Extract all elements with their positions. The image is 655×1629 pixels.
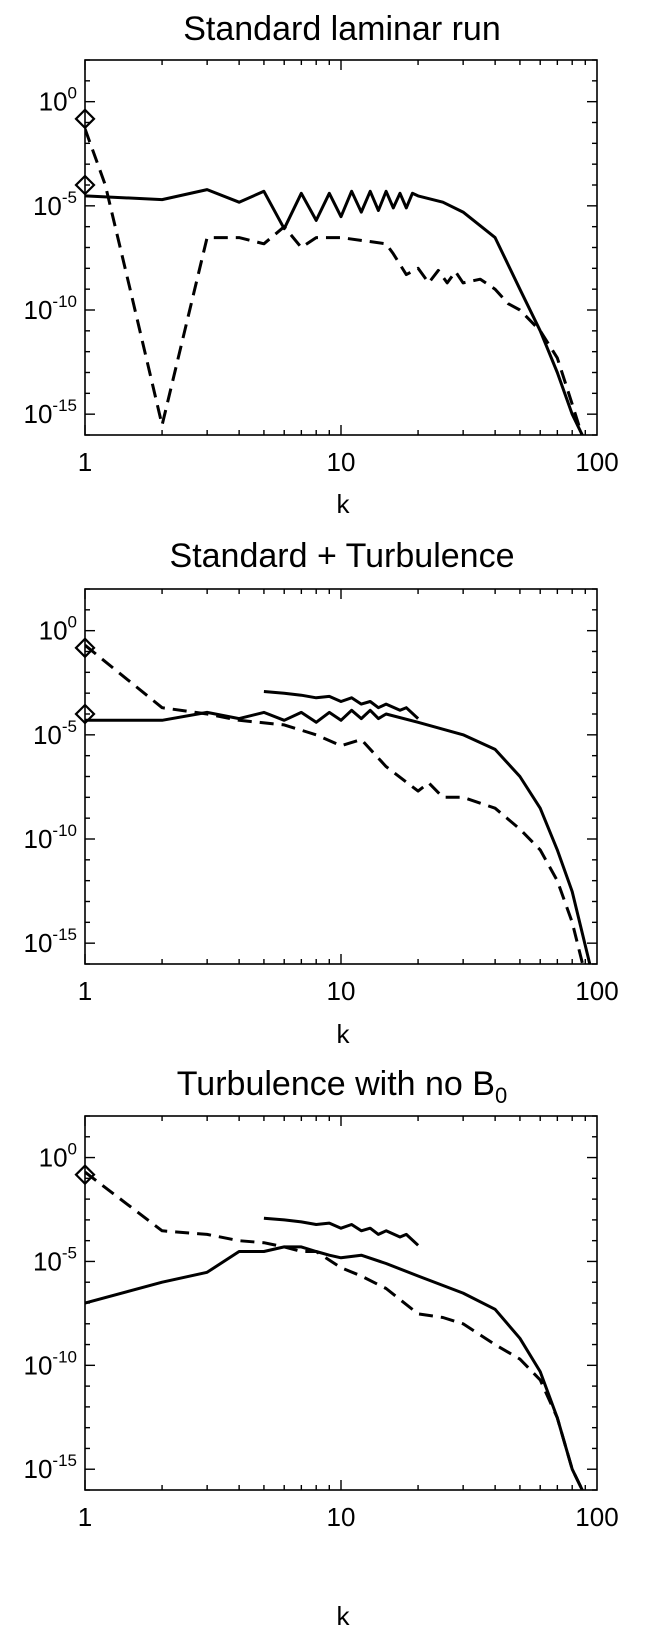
y-tick-label: 100 xyxy=(39,613,77,646)
y-tick-label: 100 xyxy=(39,84,77,117)
y-tick-label: 10-10 xyxy=(24,1347,78,1380)
plot-area: 1 10 100 100 10-5 10-10 10-15 xyxy=(24,59,619,477)
x-tick-label: 1 xyxy=(78,1502,92,1532)
x-tick-label: 1 xyxy=(78,976,92,1006)
x-tick-label: 100 xyxy=(575,976,618,1006)
dashed-series-line xyxy=(85,128,584,435)
y-tick-label: 10-15 xyxy=(24,1451,78,1484)
series-group xyxy=(85,128,584,435)
series-group xyxy=(85,1170,584,1490)
x-tick-label: 10 xyxy=(327,447,356,477)
solid-series-line xyxy=(85,708,592,964)
y-tick-label: 10-10 xyxy=(24,292,78,325)
x-tick-label: 100 xyxy=(575,1502,618,1532)
panel-title-main: Turbulence with no B xyxy=(177,1065,495,1103)
diamond-marker xyxy=(74,108,96,130)
plot-area: 1 10 100 100 10-5 10-10 10-15 xyxy=(24,588,619,1006)
plot-frame xyxy=(84,1115,598,1491)
panel-2: Standard + Turbulence k 1 10 100 100 10-5 10-… xyxy=(24,537,619,1049)
diamond-marker xyxy=(74,1164,96,1186)
panel-title-subscript: 0 xyxy=(495,1083,507,1108)
y-tick-label: 10-15 xyxy=(24,396,78,429)
solid-series-line xyxy=(85,1245,584,1490)
solid-series-line xyxy=(263,690,420,720)
series-group xyxy=(85,644,592,964)
dashed-series-line xyxy=(85,1170,584,1490)
y-tick-label: 100 xyxy=(39,1140,77,1173)
y-tick-label: 10-5 xyxy=(33,188,77,221)
y-tick-label: 10-10 xyxy=(24,821,78,854)
panel-title: Standard laminar run xyxy=(183,10,501,48)
x-axis-label: k xyxy=(337,1019,351,1049)
x-tick-label: 100 xyxy=(575,447,618,477)
diamond-marker xyxy=(74,174,96,196)
y-tick-label: 10-5 xyxy=(33,1243,77,1276)
panel-title: Turbulence with no B0 xyxy=(177,1065,507,1108)
dashed-series-line xyxy=(85,644,585,964)
panel-3: Turbulence with no B0 k 1 10 100 100 10-5 10-… xyxy=(24,1065,619,1629)
diamond-marker xyxy=(74,637,96,659)
plot-area: 1 10 100 100 10-5 10-10 10-15 xyxy=(24,1115,619,1532)
panel-title: Standard + Turbulence xyxy=(170,537,515,575)
x-axis-label: k xyxy=(337,1601,351,1629)
x-tick-label: 1 xyxy=(78,447,92,477)
y-tick-label: 10-5 xyxy=(33,717,77,750)
solid-series-line xyxy=(263,1216,420,1247)
x-axis-label: k xyxy=(337,489,351,519)
x-tick-label: 10 xyxy=(327,976,356,1006)
solid-series-line xyxy=(85,188,584,435)
plot-frame xyxy=(84,59,598,436)
panel-1: Standard laminar run k 1 10 100 100 10-5 10-1… xyxy=(24,10,619,519)
diamond-marker xyxy=(74,703,96,725)
x-tick-label: 10 xyxy=(327,1502,356,1532)
y-tick-label: 10-15 xyxy=(24,925,78,958)
